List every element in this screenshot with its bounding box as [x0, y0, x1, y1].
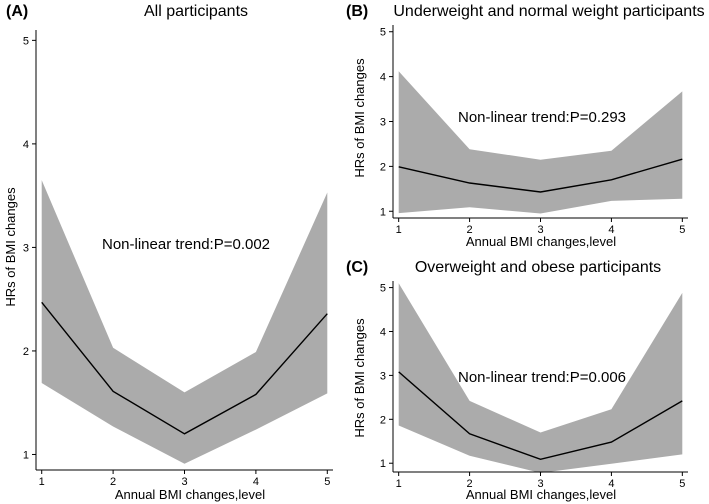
panel-a-ci-band	[41, 180, 328, 464]
panel-a-y-tick-label: 5	[23, 35, 29, 47]
panel-a: (A) All participants Annual BMI changes,…	[3, 3, 333, 502]
panel-b-label: (B)	[346, 3, 368, 20]
panel-a-x-tick-label: 1	[39, 476, 45, 488]
panel-a-y-axis-label: HRs of BMI changes	[3, 187, 18, 307]
panel-b-x-tick-label: 2	[467, 224, 473, 236]
panel-c-x-tick-label: 2	[467, 478, 473, 490]
panel-c-y-tick-label: 1	[380, 458, 386, 470]
panel-b-hr-line	[398, 158, 683, 193]
panel-c-x-tick-label: 1	[396, 478, 402, 490]
panel-b-x-tick-label: 3	[537, 224, 543, 236]
panel-a-y-tick-label: 1	[23, 449, 29, 461]
panel-c-label: (C)	[346, 259, 368, 276]
panel-c-y-tick-label: 4	[380, 326, 386, 338]
panel-b-x-tick-label: 4	[608, 224, 614, 236]
panel-b-ci-band	[398, 71, 683, 214]
panel-a-x-tick-label: 3	[181, 476, 187, 488]
panel-c-title: Overweight and obese participants	[415, 259, 661, 276]
panel-b-y-tick-label: 2	[380, 161, 386, 173]
panel-a-label: (A)	[6, 3, 28, 20]
panel-a-x-axis-label: Annual BMI changes,level	[115, 487, 265, 502]
panel-c-hr-line	[398, 371, 683, 461]
panel-a-x-tick-label: 4	[253, 476, 259, 488]
panel-b-y-tick-label: 5	[380, 27, 386, 39]
panel-a-y-tick-label: 4	[23, 139, 29, 151]
panel-c-y-tick-label: 5	[380, 283, 386, 295]
panel-b-x-axis-label: Annual BMI changes,level	[466, 234, 616, 249]
panel-b-y-axis-label: HRs of BMI changes	[352, 58, 367, 178]
panel-b-x-tick-label: 5	[679, 224, 685, 236]
panel-b-y-tick-label: 3	[380, 117, 386, 129]
panel-c-x-tick-label: 3	[537, 478, 543, 490]
panel-c-y-tick-label: 2	[380, 414, 386, 426]
panel-a-hr-line	[41, 301, 328, 435]
panel-c-ci-band	[398, 283, 683, 473]
panel-a-title: All participants	[144, 3, 248, 20]
panel-c: (C) Overweight and obese participants An…	[346, 259, 688, 502]
panel-a-x-tick-label: 2	[110, 476, 116, 488]
panel-b-trend-annotation: Non-linear trend:P=0.293	[458, 109, 626, 126]
panel-a-y-tick-label: 2	[23, 346, 29, 358]
panel-a-y-tick-label: 3	[23, 242, 29, 254]
panel-c-x-tick-label: 5	[679, 478, 685, 490]
panel-b: (B) Underweight and normal weight partic…	[346, 3, 705, 249]
panel-b-x-tick-label: 1	[396, 224, 402, 236]
panel-c-y-axis-label: HRs of BMI changes	[352, 318, 367, 438]
panel-c-x-axis-label: Annual BMI changes,level	[466, 487, 616, 502]
panel-b-y-tick-label: 4	[380, 72, 386, 84]
panel-a-x-tick-label: 5	[324, 476, 330, 488]
panel-a-trend-annotation: Non-linear trend:P=0.002	[102, 236, 270, 253]
panel-c-trend-annotation: Non-linear trend:P=0.006	[458, 369, 626, 386]
panel-c-x-tick-label: 4	[608, 478, 614, 490]
panel-c-y-tick-label: 3	[380, 370, 386, 382]
panel-b-title: Underweight and normal weight participan…	[393, 3, 704, 20]
panel-b-y-tick-label: 1	[380, 206, 386, 218]
